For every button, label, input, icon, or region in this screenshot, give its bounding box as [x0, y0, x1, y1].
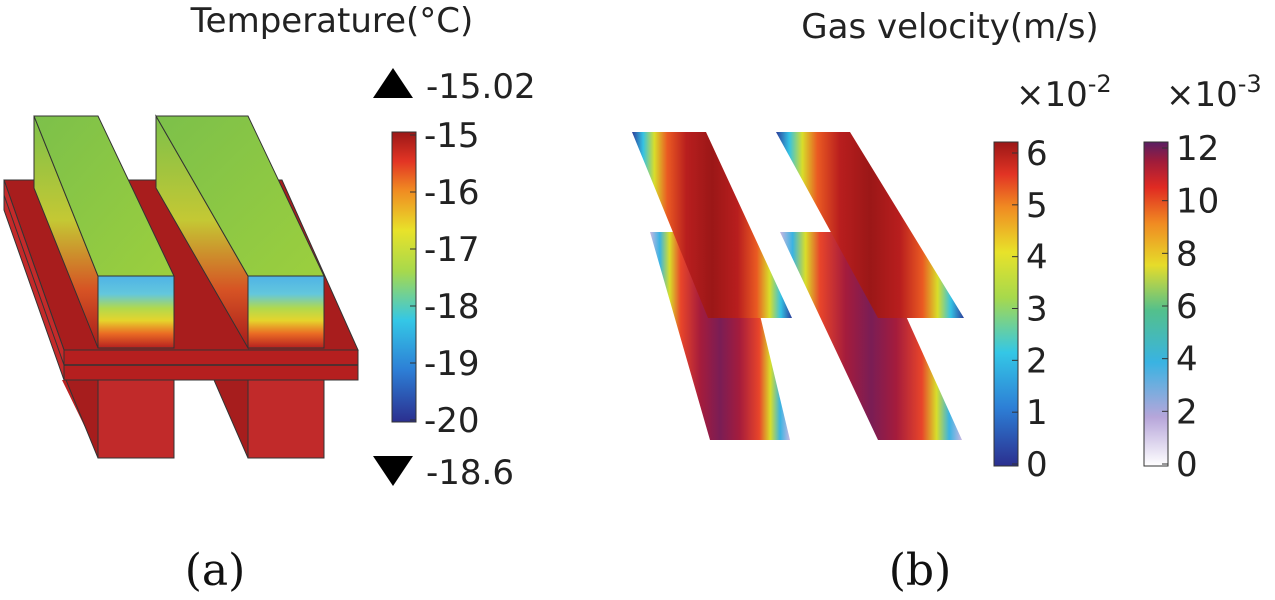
- colorbar-tick-label: 2: [1176, 392, 1198, 432]
- colorbar-tick-label: -19: [424, 344, 480, 384]
- strip-lower-left: [650, 232, 790, 440]
- gas-velocity-field: [632, 132, 964, 440]
- colorbar-2-exponent: ×10-3: [1166, 70, 1262, 115]
- panel-a-title: Temperature(°C): [190, 1, 474, 41]
- colorbar-tick-label: -15: [424, 116, 480, 156]
- velocity-colorbar-1: ×10-2 6 5 4 3 2 1 0: [993, 70, 1112, 485]
- colorbar-tick-label: 6: [1026, 134, 1048, 174]
- strip-upper-right: [776, 132, 964, 318]
- colorbar-tick-label: 4: [1176, 340, 1198, 380]
- min-marker-label: -18.6: [426, 453, 514, 493]
- colorbar-tick-label: -16: [424, 173, 480, 213]
- colorbar-tick-label: 10: [1176, 182, 1219, 222]
- colorbar-tick-label: -17: [424, 230, 480, 270]
- velocity-colorbar-2: ×10-3 12 10 8 6 4 2 0: [1143, 70, 1262, 485]
- velocity-colorbar-2-gradient: [1143, 141, 1169, 467]
- leg-left: [97, 371, 175, 459]
- min-marker-triangle: [373, 456, 413, 486]
- temperature-colorbar-ticks: -15 -16 -17 -18 -19 -20: [410, 116, 480, 441]
- leg-right: [247, 371, 325, 459]
- colorbar-tick-label: -18: [424, 287, 480, 327]
- block-right-front: [247, 275, 325, 349]
- strip-lower-right: [780, 232, 962, 440]
- colorbar-tick-label: 4: [1026, 238, 1048, 278]
- panel-a: Temperature(°C) -15.02: [3, 1, 536, 596]
- colorbar-tick-label: 12: [1176, 129, 1219, 169]
- colorbar-tick-label: 5: [1026, 186, 1048, 226]
- velocity-colorbar-1-ticks: 6 5 4 3 2 1 0: [1012, 134, 1048, 485]
- leg-left-slant: [65, 371, 99, 459]
- panel-b-title: Gas velocity(m/s): [801, 7, 1098, 47]
- colorbar-tick-label: 0: [1176, 445, 1198, 485]
- strip-upper-left: [632, 132, 792, 318]
- colorbar-tick-label: 8: [1176, 234, 1198, 274]
- colorbar-tick-label: 2: [1026, 341, 1048, 381]
- colorbar-tick-label: 3: [1026, 290, 1048, 330]
- colorbar-tick-label: 0: [1026, 445, 1048, 485]
- caption-a: (a): [185, 545, 246, 596]
- temperature-model: [3, 114, 359, 459]
- colorbar-tick-label: 1: [1026, 393, 1048, 433]
- colorbar-1-exponent: ×10-2: [1016, 70, 1112, 115]
- temperature-colorbar: -15.02 -15 -16 -17 -18 -19 -20 -18.6: [373, 67, 536, 493]
- block-left-front: [97, 275, 175, 349]
- caption-b: (b): [889, 545, 952, 596]
- colorbar-tick-label: -20: [424, 401, 480, 441]
- colorbar-tick-label: 6: [1176, 287, 1198, 327]
- temperature-colorbar-gradient: [391, 131, 417, 423]
- max-marker-triangle: [373, 68, 413, 98]
- leg-right-slant: [213, 371, 249, 459]
- velocity-colorbar-1-gradient: [993, 141, 1019, 467]
- max-marker-label: -15.02: [426, 67, 536, 107]
- velocity-colorbar-2-ticks: 12 10 8 6 4 2 0: [1162, 129, 1219, 485]
